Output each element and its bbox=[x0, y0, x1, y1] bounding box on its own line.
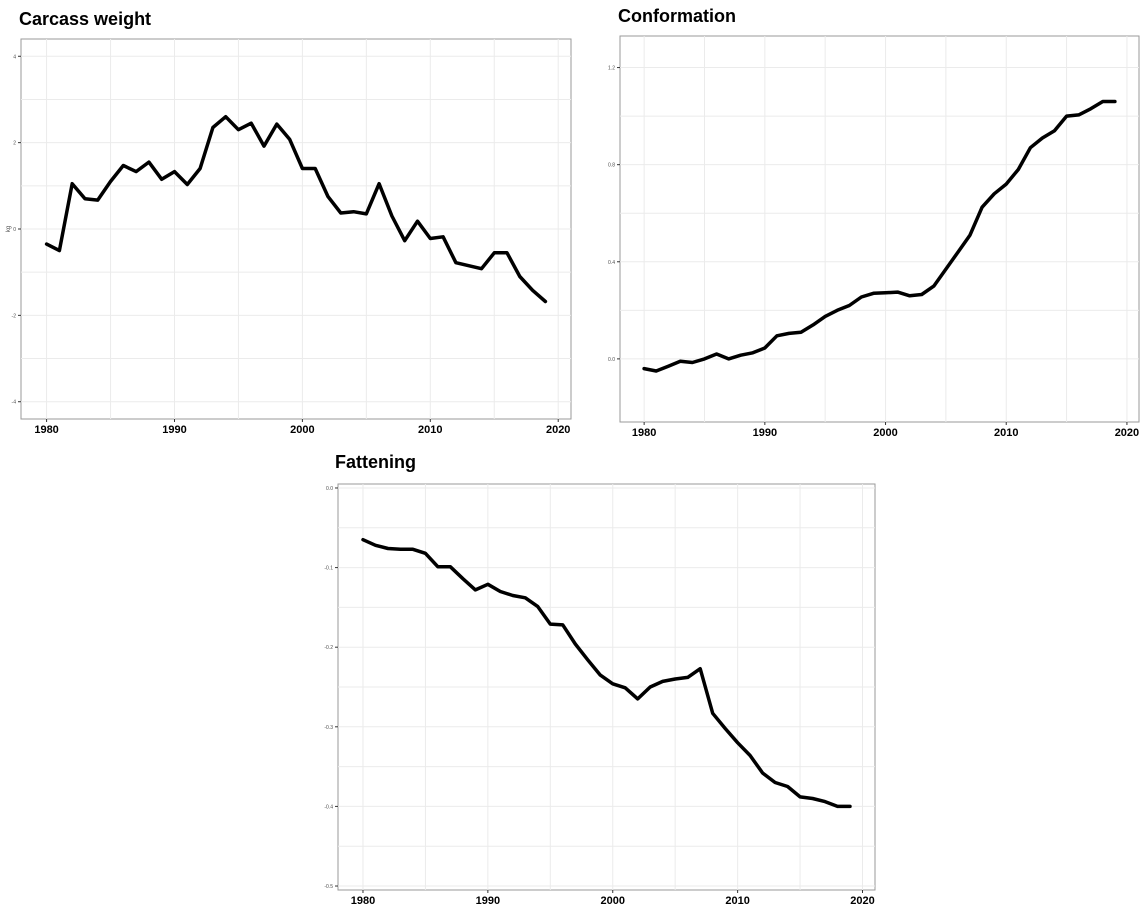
fattening-series-line bbox=[361, 537, 852, 809]
carcass-weight-x-tick-label: 2000 bbox=[290, 424, 314, 436]
chart-title-fattening: Fattening bbox=[335, 452, 416, 472]
chart-title-conformation: Conformation bbox=[618, 6, 736, 26]
fattening-y-tick-label: -0.5 bbox=[324, 884, 333, 890]
fattening-y-tick-label: -0.2 bbox=[324, 645, 333, 651]
conformation-x-tick-label: 1990 bbox=[753, 427, 777, 439]
conformation-x-tick-label: 2020 bbox=[1115, 427, 1139, 439]
carcass-weight-y-tick-label: 4 bbox=[13, 54, 16, 60]
carcass-weight-y-tick-label: -4 bbox=[12, 400, 17, 406]
fattening-x-tick-label: 2020 bbox=[850, 895, 874, 907]
carcass-weight-x-tick-label: 1990 bbox=[162, 424, 186, 436]
fattening-y-tick-label: -0.1 bbox=[324, 566, 333, 572]
conformation-y-tick-label: 0.0 bbox=[608, 357, 615, 363]
conformation-x-tick-label: 2000 bbox=[873, 427, 897, 439]
conformation-y-tick-label: 0.8 bbox=[608, 163, 615, 169]
chart-title-carcass-weight: Carcass weight bbox=[19, 9, 152, 29]
carcass-weight-x-tick-label: 2010 bbox=[418, 424, 442, 436]
conformation-series-line bbox=[642, 99, 1117, 373]
fattening-y-tick-label: -0.3 bbox=[324, 725, 333, 731]
carcass-weight-x-tick-label: 1980 bbox=[34, 424, 58, 436]
fattening-x-tick-label: 2010 bbox=[725, 895, 749, 907]
carcass-weight-y-tick-label: 2 bbox=[13, 141, 16, 147]
carcass-weight-series-line bbox=[44, 114, 548, 304]
fattening-x-tick-label: 1980 bbox=[351, 895, 375, 907]
conformation-y-tick-label: 1.2 bbox=[608, 66, 615, 72]
conformation-x-tick-label: 2010 bbox=[994, 427, 1018, 439]
carcass-weight-x-tick-label: 2020 bbox=[546, 424, 570, 436]
fattening-y-tick-label: -0.4 bbox=[324, 804, 333, 810]
fattening-x-tick-label: 2000 bbox=[601, 895, 625, 907]
fattening-x-tick-label: 1990 bbox=[476, 895, 500, 907]
conformation-y-tick-label: 0.4 bbox=[608, 260, 615, 266]
fattening-y-tick-label: 0.0 bbox=[326, 486, 333, 492]
carcass-weight-y-tick-label: -2 bbox=[12, 313, 17, 319]
carcass-weight-y-tick-label: 0 bbox=[13, 227, 16, 233]
conformation-x-tick-label: 1980 bbox=[632, 427, 656, 439]
carcass-weight-y-axis-label: kg bbox=[6, 226, 12, 232]
